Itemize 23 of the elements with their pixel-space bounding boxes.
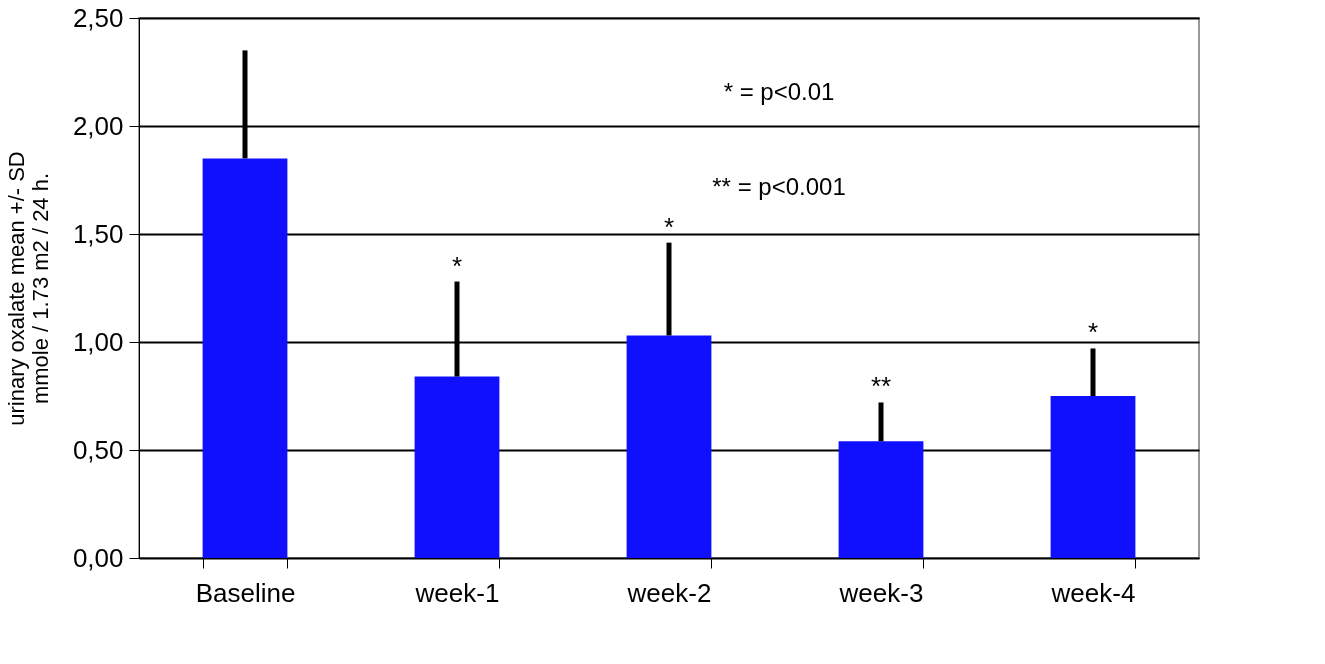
y-tick-label: 1,00 — [72, 326, 124, 357]
y-tick-label: 1,50 — [72, 218, 124, 249]
y-tick-label: 2,50 — [72, 2, 124, 33]
x-tick-label: Baseline — [195, 577, 296, 608]
annotation: * = p<0.01 — [723, 78, 835, 105]
x-tick-label: week-1 — [414, 577, 500, 608]
y-tick-label: 0,50 — [72, 434, 124, 465]
annotation: ** — [870, 371, 892, 402]
annotation: * — [1087, 317, 1099, 348]
y-tick-label: 2,00 — [72, 110, 124, 141]
bar — [414, 376, 500, 558]
bar — [626, 335, 712, 558]
bar — [202, 158, 288, 558]
annotation: ** = p<0.001 — [712, 173, 846, 200]
bar — [838, 441, 924, 558]
annotation: * — [663, 211, 675, 242]
x-tick-label: week-3 — [838, 577, 924, 608]
x-tick-label: week-4 — [1050, 577, 1136, 608]
y-axis-title: urinary oxalate mean +/- SD mmole / 1.73 m2 / 24 h. — [3, 151, 53, 426]
annotation: * — [451, 250, 463, 281]
x-tick-label: week-2 — [626, 577, 712, 608]
bar — [1050, 396, 1136, 558]
y-tick-label: 0,00 — [72, 542, 124, 573]
